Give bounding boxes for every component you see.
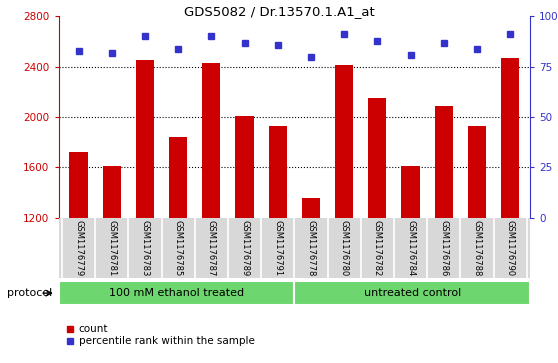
Text: GSM1176789: GSM1176789: [240, 220, 249, 276]
Text: GSM1176787: GSM1176787: [207, 220, 216, 276]
Text: GSM1176786: GSM1176786: [439, 220, 448, 276]
Bar: [401, 166, 420, 363]
Bar: [268, 126, 287, 363]
Text: GSM1176784: GSM1176784: [406, 220, 415, 276]
Bar: [368, 98, 387, 363]
Text: protocol: protocol: [7, 288, 52, 298]
Text: GSM1176785: GSM1176785: [174, 220, 182, 276]
Bar: [202, 63, 220, 363]
Text: GSM1176782: GSM1176782: [373, 220, 382, 276]
Bar: [169, 137, 187, 363]
Bar: [295, 281, 530, 305]
Text: untreated control: untreated control: [364, 288, 461, 298]
Text: GSM1176779: GSM1176779: [74, 220, 83, 276]
Text: GSM1176791: GSM1176791: [273, 220, 282, 276]
Text: GSM1176780: GSM1176780: [340, 220, 349, 276]
Bar: [136, 60, 154, 363]
Bar: [435, 106, 453, 363]
Text: GSM1176778: GSM1176778: [306, 220, 315, 276]
Bar: [235, 116, 254, 363]
Legend: count, percentile rank within the sample: count, percentile rank within the sample: [61, 320, 259, 351]
Bar: [103, 166, 121, 363]
Bar: [501, 58, 519, 363]
Text: GSM1176783: GSM1176783: [141, 220, 150, 276]
Bar: [468, 126, 486, 363]
Bar: [335, 65, 353, 363]
Text: GSM1176790: GSM1176790: [506, 220, 514, 276]
Bar: [302, 197, 320, 363]
Text: GDS5082 / Dr.13570.1.A1_at: GDS5082 / Dr.13570.1.A1_at: [184, 5, 374, 19]
Text: GSM1176788: GSM1176788: [473, 220, 482, 276]
Text: 100 mM ethanol treated: 100 mM ethanol treated: [109, 288, 244, 298]
Bar: [59, 281, 295, 305]
Bar: [69, 152, 88, 363]
Text: GSM1176781: GSM1176781: [107, 220, 116, 276]
